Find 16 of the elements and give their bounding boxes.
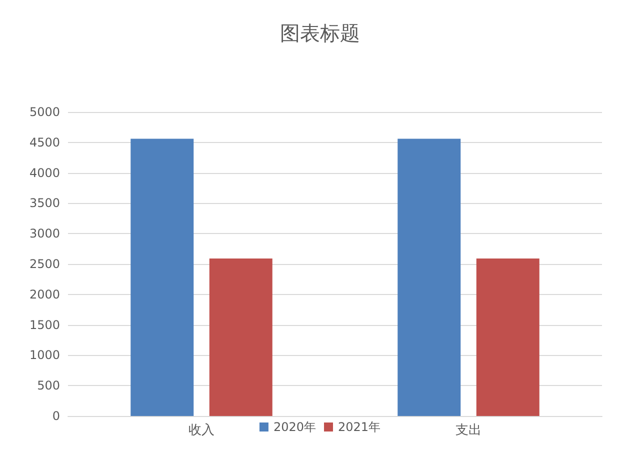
y-tick-label: 3000 — [29, 226, 60, 241]
y-tick-label: 4000 — [29, 166, 60, 180]
y-tick-label: 2000 — [29, 287, 60, 302]
y-tick-label: 1000 — [29, 348, 60, 362]
y-tick-label: 4500 — [29, 135, 60, 150]
legend-label: 2021年 — [338, 420, 381, 434]
y-tick-label: 3500 — [29, 196, 60, 210]
x-tick-label: 支出 — [456, 423, 482, 438]
x-tick-label: 收入 — [188, 423, 214, 438]
legend-label: 2020年 — [273, 420, 316, 434]
chart-title: 图表标题 — [280, 21, 360, 45]
y-tick-label: 1500 — [29, 318, 60, 332]
y-tick-label: 500 — [37, 378, 60, 393]
y-tick-label: 2500 — [29, 257, 60, 271]
y-tick-label: 5000 — [29, 105, 60, 119]
y-tick-label: 0 — [52, 409, 60, 423]
